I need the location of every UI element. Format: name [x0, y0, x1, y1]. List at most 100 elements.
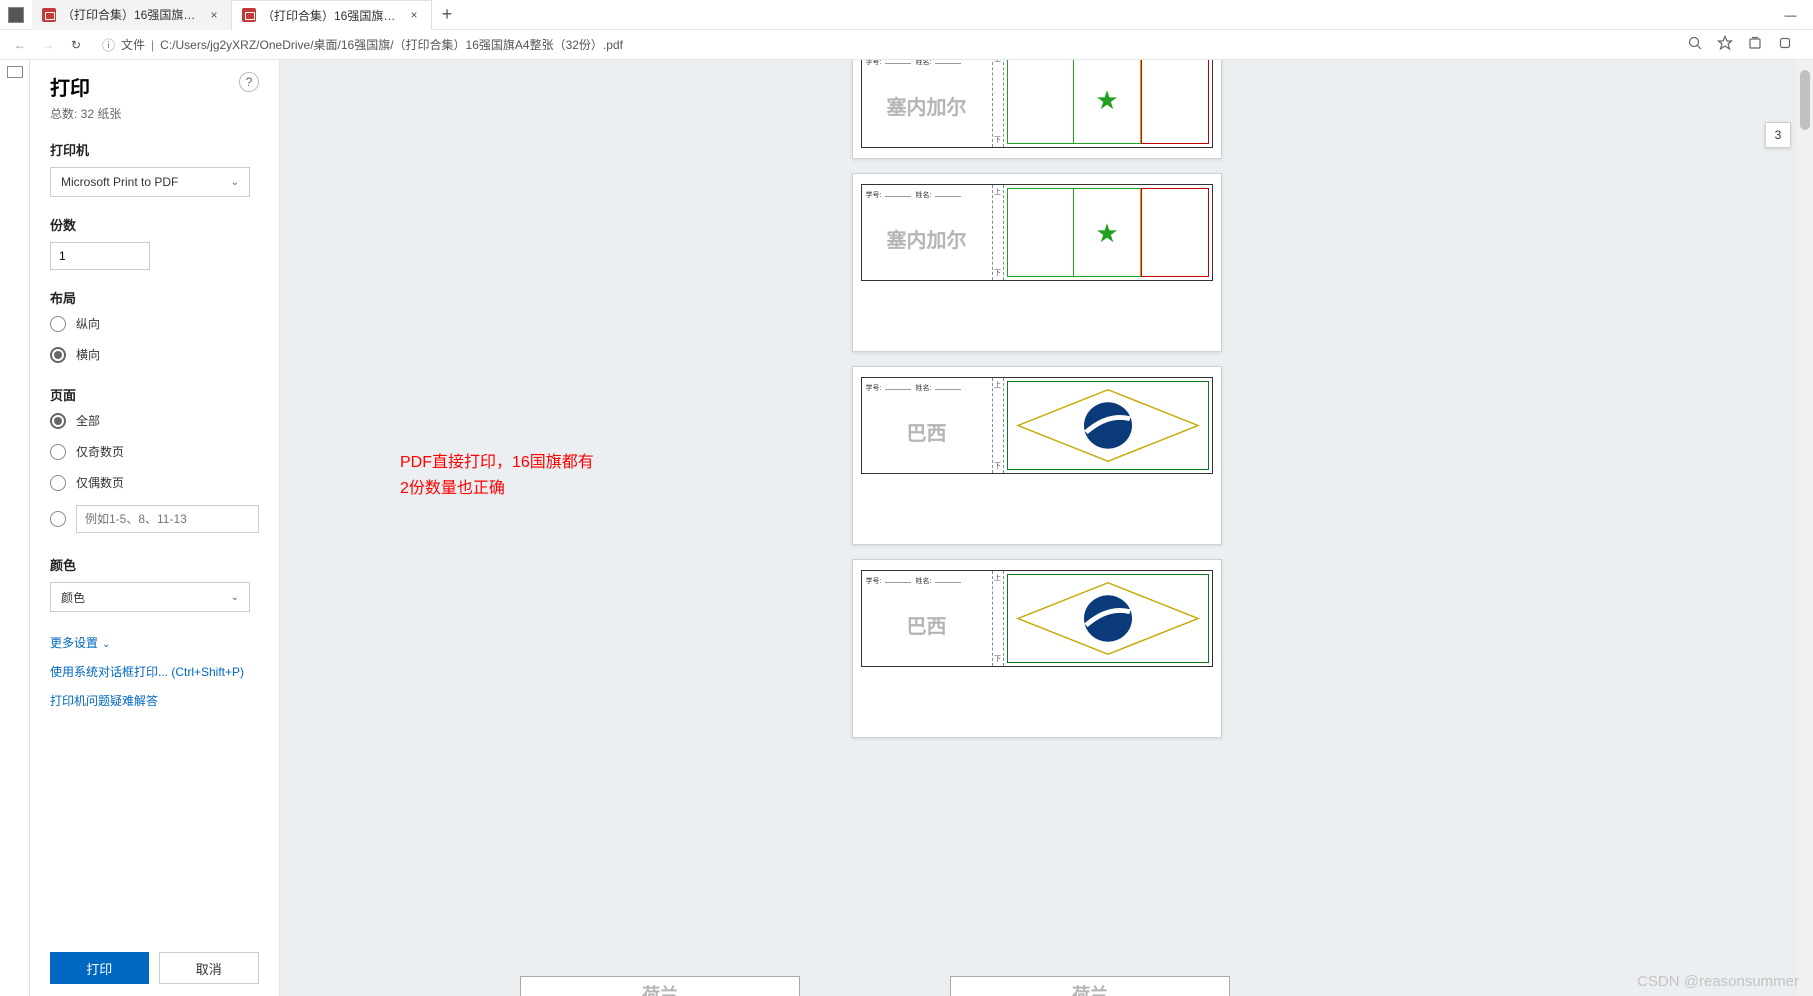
tab-active[interactable]: （打印合集）16强国旗A4整张（ ×	[232, 0, 432, 30]
pdf-icon	[242, 8, 256, 22]
address-actions	[1687, 35, 1803, 54]
chevron-down-icon: ⌄	[231, 177, 239, 188]
pages-range-option[interactable]	[50, 505, 259, 533]
radio-icon	[50, 475, 66, 491]
preview-page: 学号: 姓名: 巴西 上下	[852, 366, 1222, 545]
help-button[interactable]: ?	[239, 72, 259, 92]
radio-label: 仅偶数页	[76, 474, 124, 491]
country-name: 巴西	[866, 393, 988, 469]
title-bar: （打印合集）16强国旗A4整张（ × （打印合集）16强国旗A4整张（ × + …	[0, 0, 1813, 30]
printer-label: 打印机	[50, 140, 259, 159]
window-controls: ―	[1768, 0, 1813, 30]
watermark: CSDN @reasonsummer	[1637, 973, 1799, 990]
flag-card-brazil: 学号: 姓名: 巴西 上下	[861, 570, 1213, 667]
printer-value: Microsoft Print to PDF	[61, 175, 178, 189]
fold-marks: 上下	[992, 571, 1004, 666]
flag-card-senegal: 学号: 姓名: 塞内加尔 上下 ★	[861, 60, 1213, 148]
flag-graphic	[1004, 571, 1212, 666]
radio-icon	[50, 316, 66, 332]
refresh-button[interactable]: ↻	[66, 35, 86, 55]
cancel-button[interactable]: 取消	[159, 952, 260, 984]
forward-button[interactable]: →	[38, 35, 58, 55]
zoom-icon[interactable]	[1687, 35, 1703, 54]
tab-title: （打印合集）16强国旗A4整张（	[262, 7, 401, 24]
troubleshoot-link[interactable]: 打印机问题疑难解答	[50, 692, 259, 709]
layout-label: 布局	[50, 288, 259, 307]
print-panel: 打印 ? 总数: 32 纸张 打印机 Microsoft Print to PD…	[30, 60, 280, 996]
card-meta: 学号: 姓名:	[866, 575, 988, 586]
address-type: 文件	[121, 36, 145, 53]
info-icon: ⓘ	[102, 35, 115, 54]
pages-even-option[interactable]: 仅偶数页	[50, 474, 259, 491]
chevron-down-icon: ⌄	[102, 639, 110, 650]
layout-landscape-option[interactable]: 横向	[50, 346, 259, 363]
pages-odd-option[interactable]: 仅奇数页	[50, 443, 259, 460]
close-icon[interactable]: ×	[207, 8, 221, 22]
fold-marks: 上下	[992, 378, 1004, 473]
print-button[interactable]: 打印	[50, 952, 149, 984]
pages-label: 页面	[50, 385, 259, 404]
scrollbar[interactable]	[1797, 60, 1813, 996]
radio-label: 仅奇数页	[76, 443, 124, 460]
panel-summary: 总数: 32 纸张	[50, 105, 259, 122]
favorite-icon[interactable]	[1717, 35, 1733, 54]
flag-card-senegal: 学号: 姓名: 塞内加尔 上下 ★	[861, 184, 1213, 281]
pdf-icon	[42, 8, 56, 22]
preview-page: 学号: 姓名: 巴西 上下	[852, 559, 1222, 738]
radio-label: 全部	[76, 412, 100, 429]
copies-input[interactable]	[50, 242, 150, 270]
tab-inactive[interactable]: （打印合集）16强国旗A4整张（ ×	[32, 0, 232, 30]
radio-icon	[50, 444, 66, 460]
preview-page: 学号: 姓名: 塞内加尔 上下 ★	[852, 173, 1222, 352]
thumbnails-icon[interactable]	[7, 66, 23, 78]
address-field[interactable]: ⓘ 文件 | C:/Users/jg2yXRZ/OneDrive/桌面/16强国…	[94, 33, 1679, 57]
pages-all-option[interactable]: 全部	[50, 412, 259, 429]
more-settings-link[interactable]: 更多设置⌄	[50, 634, 259, 651]
minimize-button[interactable]: ―	[1768, 0, 1813, 30]
color-value: 颜色	[61, 589, 85, 606]
underlying-pdf-peek: 荷兰 荷兰	[520, 976, 1230, 996]
layout-portrait-option[interactable]: 纵向	[50, 315, 259, 332]
pages-range-input[interactable]	[76, 505, 259, 533]
flag-graphic	[1004, 378, 1212, 473]
fold-marks: 上下	[992, 185, 1004, 280]
preview-page: 学号: 姓名: 塞内加尔 上下 ★	[852, 60, 1222, 159]
tab-strip: （打印合集）16强国旗A4整张（ × （打印合集）16强国旗A4整张（ × +	[32, 0, 462, 30]
card-meta: 学号: 姓名:	[866, 189, 988, 200]
links: 更多设置⌄ 使用系统对话框打印... (Ctrl+Shift+P) 打印机问题疑…	[50, 634, 259, 709]
color-dropdown[interactable]: 颜色 ⌄	[50, 582, 250, 612]
collections-icon[interactable]	[1747, 35, 1763, 54]
panel-actions: 打印 取消	[50, 932, 259, 984]
back-button[interactable]: ←	[10, 35, 30, 55]
tab-title: （打印合集）16强国旗A4整张（	[62, 6, 201, 23]
radio-icon	[50, 511, 66, 527]
fold-marks: 上下	[992, 60, 1004, 147]
color-label: 颜色	[50, 555, 259, 574]
radio-label: 纵向	[76, 315, 100, 332]
radio-icon	[50, 347, 66, 363]
copies-label: 份数	[50, 215, 259, 234]
close-icon[interactable]: ×	[407, 8, 421, 22]
chevron-down-icon: ⌄	[231, 592, 239, 603]
printer-dropdown[interactable]: Microsoft Print to PDF ⌄	[50, 167, 250, 197]
pdf-sidebar-strip	[0, 60, 30, 996]
card-meta: 学号: 姓名:	[866, 60, 988, 67]
scrollbar-thumb[interactable]	[1800, 70, 1810, 130]
panel-title: 打印	[50, 72, 90, 101]
flag-graphic: ★	[1004, 60, 1212, 147]
sync-icon[interactable]	[1777, 35, 1793, 54]
layout-group: 纵向 横向	[50, 315, 259, 363]
preview-scroll[interactable]: 学号: 姓名: 塞内加尔 上下 ★ 学号:	[280, 60, 1793, 996]
radio-icon	[50, 413, 66, 429]
main-area: 打印 ? 总数: 32 纸张 打印机 Microsoft Print to PD…	[0, 60, 1813, 996]
print-preview: 3 PDF直接打印，16国旗都有 2份数量也正确 学号: 姓名: 塞内加尔 上下	[280, 60, 1813, 996]
system-dialog-link[interactable]: 使用系统对话框打印... (Ctrl+Shift+P)	[50, 663, 259, 680]
new-tab-button[interactable]: +	[432, 0, 462, 30]
country-name: 塞内加尔	[866, 200, 988, 276]
country-name: 塞内加尔	[866, 67, 988, 143]
country-name: 巴西	[866, 586, 988, 662]
address-path: C:/Users/jg2yXRZ/OneDrive/桌面/16强国旗/（打印合集…	[160, 36, 623, 53]
flag-graphic: ★	[1004, 185, 1212, 280]
radio-label: 横向	[76, 346, 100, 363]
address-bar: ← → ↻ ⓘ 文件 | C:/Users/jg2yXRZ/OneDrive/桌…	[0, 30, 1813, 60]
